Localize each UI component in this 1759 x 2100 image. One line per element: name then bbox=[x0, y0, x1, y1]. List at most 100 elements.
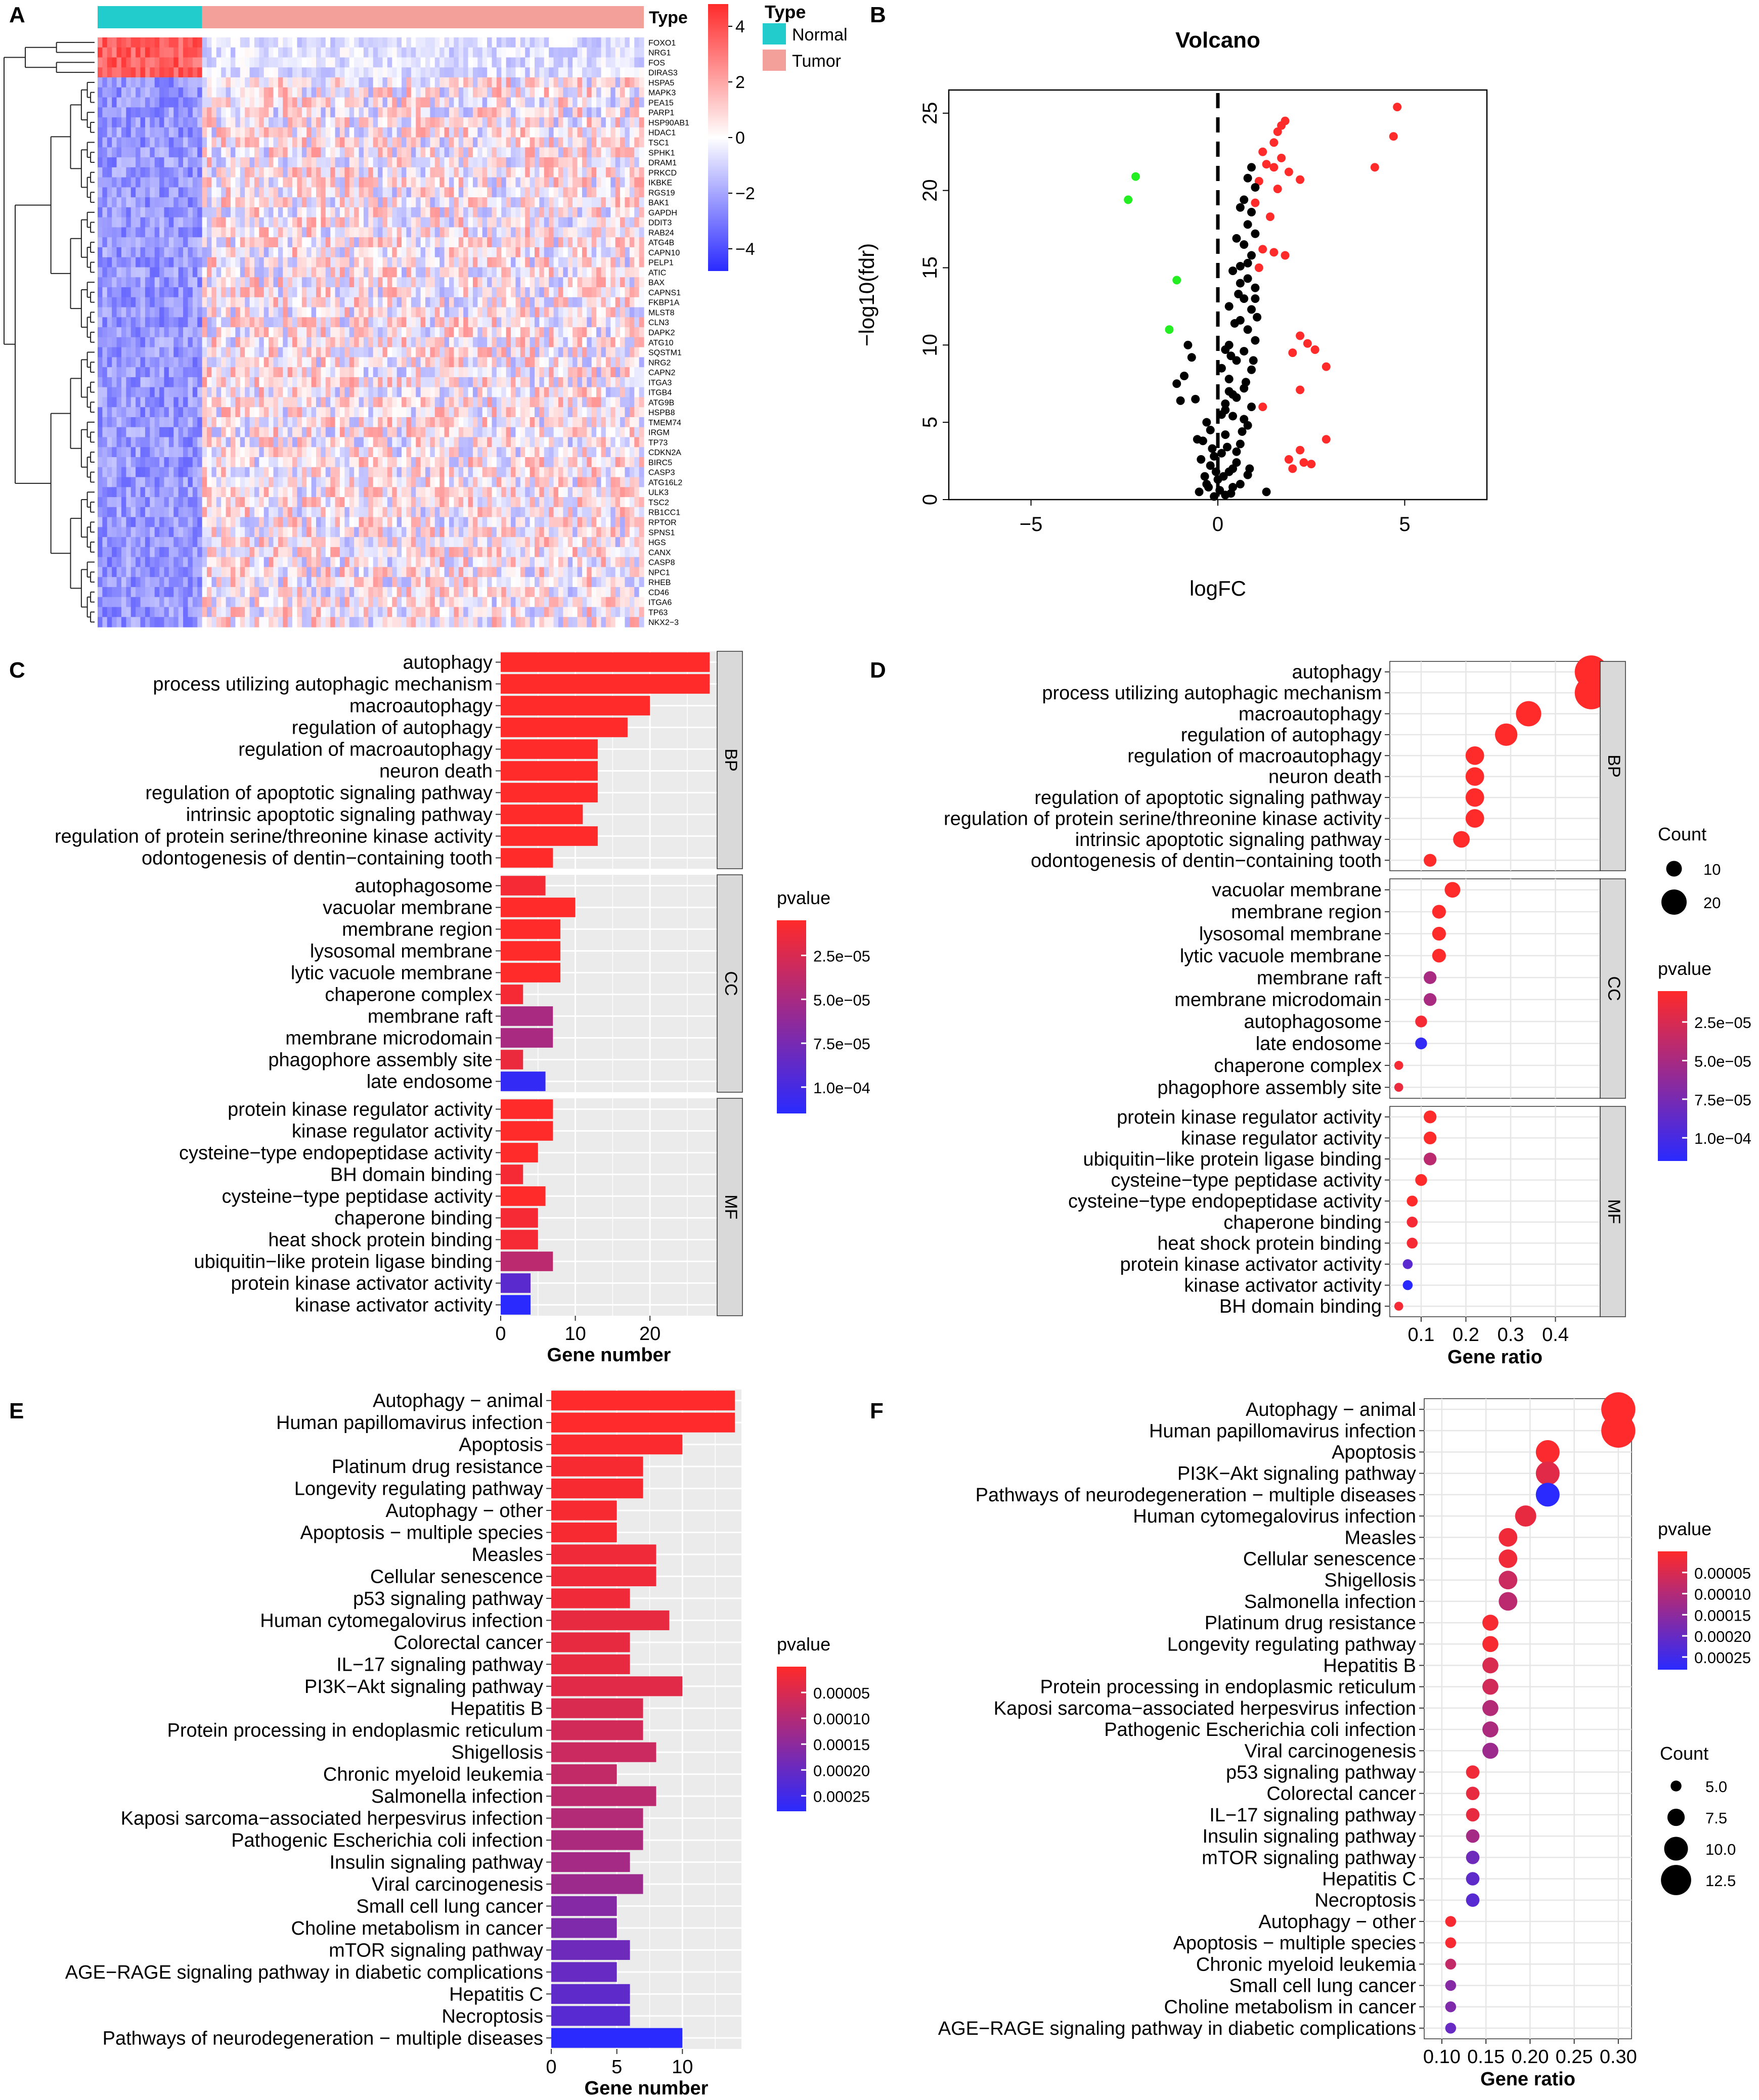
heatmap-cell bbox=[112, 397, 117, 408]
heatmap-cell bbox=[544, 177, 549, 188]
heatmap-cell bbox=[577, 247, 583, 258]
heatmap-cell bbox=[434, 187, 440, 198]
heatmap-cell bbox=[525, 57, 531, 68]
heatmap-cell bbox=[392, 357, 398, 368]
heatmap-cell bbox=[596, 97, 602, 108]
heatmap-cell bbox=[121, 137, 126, 148]
heatmap-cell bbox=[245, 67, 250, 78]
heatmap-cell bbox=[287, 367, 293, 378]
heatmap-cell bbox=[249, 127, 255, 138]
heatmap-cell bbox=[154, 337, 160, 348]
heatmap-cell bbox=[136, 437, 141, 448]
heatmap-cell bbox=[558, 337, 563, 348]
heatmap-cell bbox=[150, 207, 155, 218]
heatmap-cell bbox=[278, 157, 283, 168]
heatmap-cell bbox=[226, 217, 231, 228]
heatmap-cell bbox=[216, 427, 222, 438]
heatmap-cell bbox=[620, 217, 626, 228]
heatmap-cell bbox=[535, 207, 540, 218]
heatmap-cell bbox=[349, 117, 355, 128]
heatmap-cell bbox=[112, 307, 117, 318]
heatmap-cell bbox=[292, 177, 298, 188]
heatmap-cell bbox=[316, 287, 321, 298]
heatmap-cell bbox=[145, 217, 150, 228]
heatmap-cell bbox=[349, 187, 355, 198]
heatmap-cell bbox=[416, 67, 421, 78]
heatmap-cell bbox=[150, 137, 155, 148]
heatmap-cell bbox=[439, 87, 445, 98]
heatmap-cell bbox=[430, 137, 435, 148]
heatmap-cell bbox=[477, 47, 483, 58]
heatmap-cell bbox=[150, 107, 155, 118]
heatmap-cell bbox=[254, 217, 259, 228]
heatmap-cell bbox=[311, 367, 317, 378]
heatmap-cell bbox=[587, 197, 592, 208]
heatmap-cell bbox=[567, 197, 573, 208]
heatmap-cell bbox=[615, 67, 621, 78]
heatmap-cell bbox=[496, 217, 502, 228]
heatmap-cell bbox=[306, 87, 312, 98]
heatmap-cell bbox=[492, 197, 497, 208]
heatmap-cell bbox=[434, 367, 440, 378]
heatmap-cell bbox=[496, 357, 502, 368]
heatmap-cell bbox=[226, 137, 231, 148]
heatmap-cell bbox=[278, 427, 283, 438]
heatmap-cell bbox=[601, 257, 606, 268]
heatmap-cell bbox=[112, 327, 117, 338]
heatmap-cell bbox=[145, 397, 150, 408]
heatmap-cell bbox=[639, 37, 644, 48]
heatmap-cell bbox=[183, 167, 189, 178]
heatmap-cell bbox=[577, 37, 583, 48]
heatmap-cell bbox=[140, 397, 146, 408]
heatmap-cell bbox=[587, 257, 592, 268]
heatmap-cell bbox=[269, 277, 274, 288]
heatmap-cell bbox=[539, 127, 545, 138]
heatmap-cell bbox=[316, 297, 321, 308]
heatmap-cell bbox=[530, 437, 535, 448]
heatmap-cell bbox=[301, 307, 307, 318]
heatmap-cell bbox=[349, 417, 355, 428]
heatmap-cell bbox=[487, 437, 493, 448]
heatmap-cell bbox=[458, 457, 464, 468]
heatmap-cell bbox=[591, 57, 597, 68]
heatmap-cell bbox=[463, 227, 469, 238]
heatmap-cell bbox=[188, 147, 193, 158]
heatmap-cell bbox=[211, 57, 217, 68]
heatmap-cell bbox=[629, 287, 635, 298]
heatmap-cell bbox=[416, 357, 421, 368]
heatmap-cell bbox=[188, 307, 193, 318]
heatmap-cell bbox=[530, 387, 535, 398]
heatmap-cell bbox=[596, 447, 602, 458]
heatmap-cell bbox=[207, 357, 212, 368]
heatmap-cell bbox=[558, 207, 563, 218]
heatmap-cell bbox=[259, 337, 265, 348]
heatmap-cell bbox=[221, 427, 227, 438]
heatmap-cell bbox=[197, 187, 203, 198]
heatmap-cell bbox=[634, 67, 640, 78]
heatmap-cell bbox=[112, 247, 117, 258]
heatmap-cell bbox=[610, 197, 616, 208]
heatmap-cell bbox=[463, 457, 469, 468]
heatmap-cell bbox=[301, 367, 307, 378]
heatmap-cell bbox=[207, 267, 212, 278]
heatmap-cell bbox=[591, 337, 597, 348]
heatmap-cell bbox=[354, 177, 360, 188]
heatmap-cell bbox=[458, 147, 464, 158]
heatmap-cell bbox=[126, 247, 131, 258]
heatmap-cell bbox=[278, 317, 283, 328]
heatmap-cell bbox=[278, 137, 283, 148]
heatmap-cell bbox=[263, 237, 269, 248]
heatmap-cell bbox=[615, 237, 621, 248]
heatmap-cell bbox=[263, 367, 269, 378]
heatmap-cell bbox=[102, 47, 108, 58]
heatmap-cell bbox=[116, 397, 122, 408]
heatmap-cell bbox=[449, 107, 454, 118]
heatmap-cell bbox=[112, 267, 117, 278]
heatmap-cell bbox=[544, 37, 549, 48]
heatmap-cell bbox=[269, 437, 274, 448]
heatmap-cell bbox=[316, 227, 321, 238]
heatmap-cell bbox=[397, 257, 402, 268]
heatmap-cell bbox=[454, 307, 459, 318]
heatmap-cell bbox=[273, 187, 279, 198]
heatmap-cell bbox=[439, 417, 445, 428]
